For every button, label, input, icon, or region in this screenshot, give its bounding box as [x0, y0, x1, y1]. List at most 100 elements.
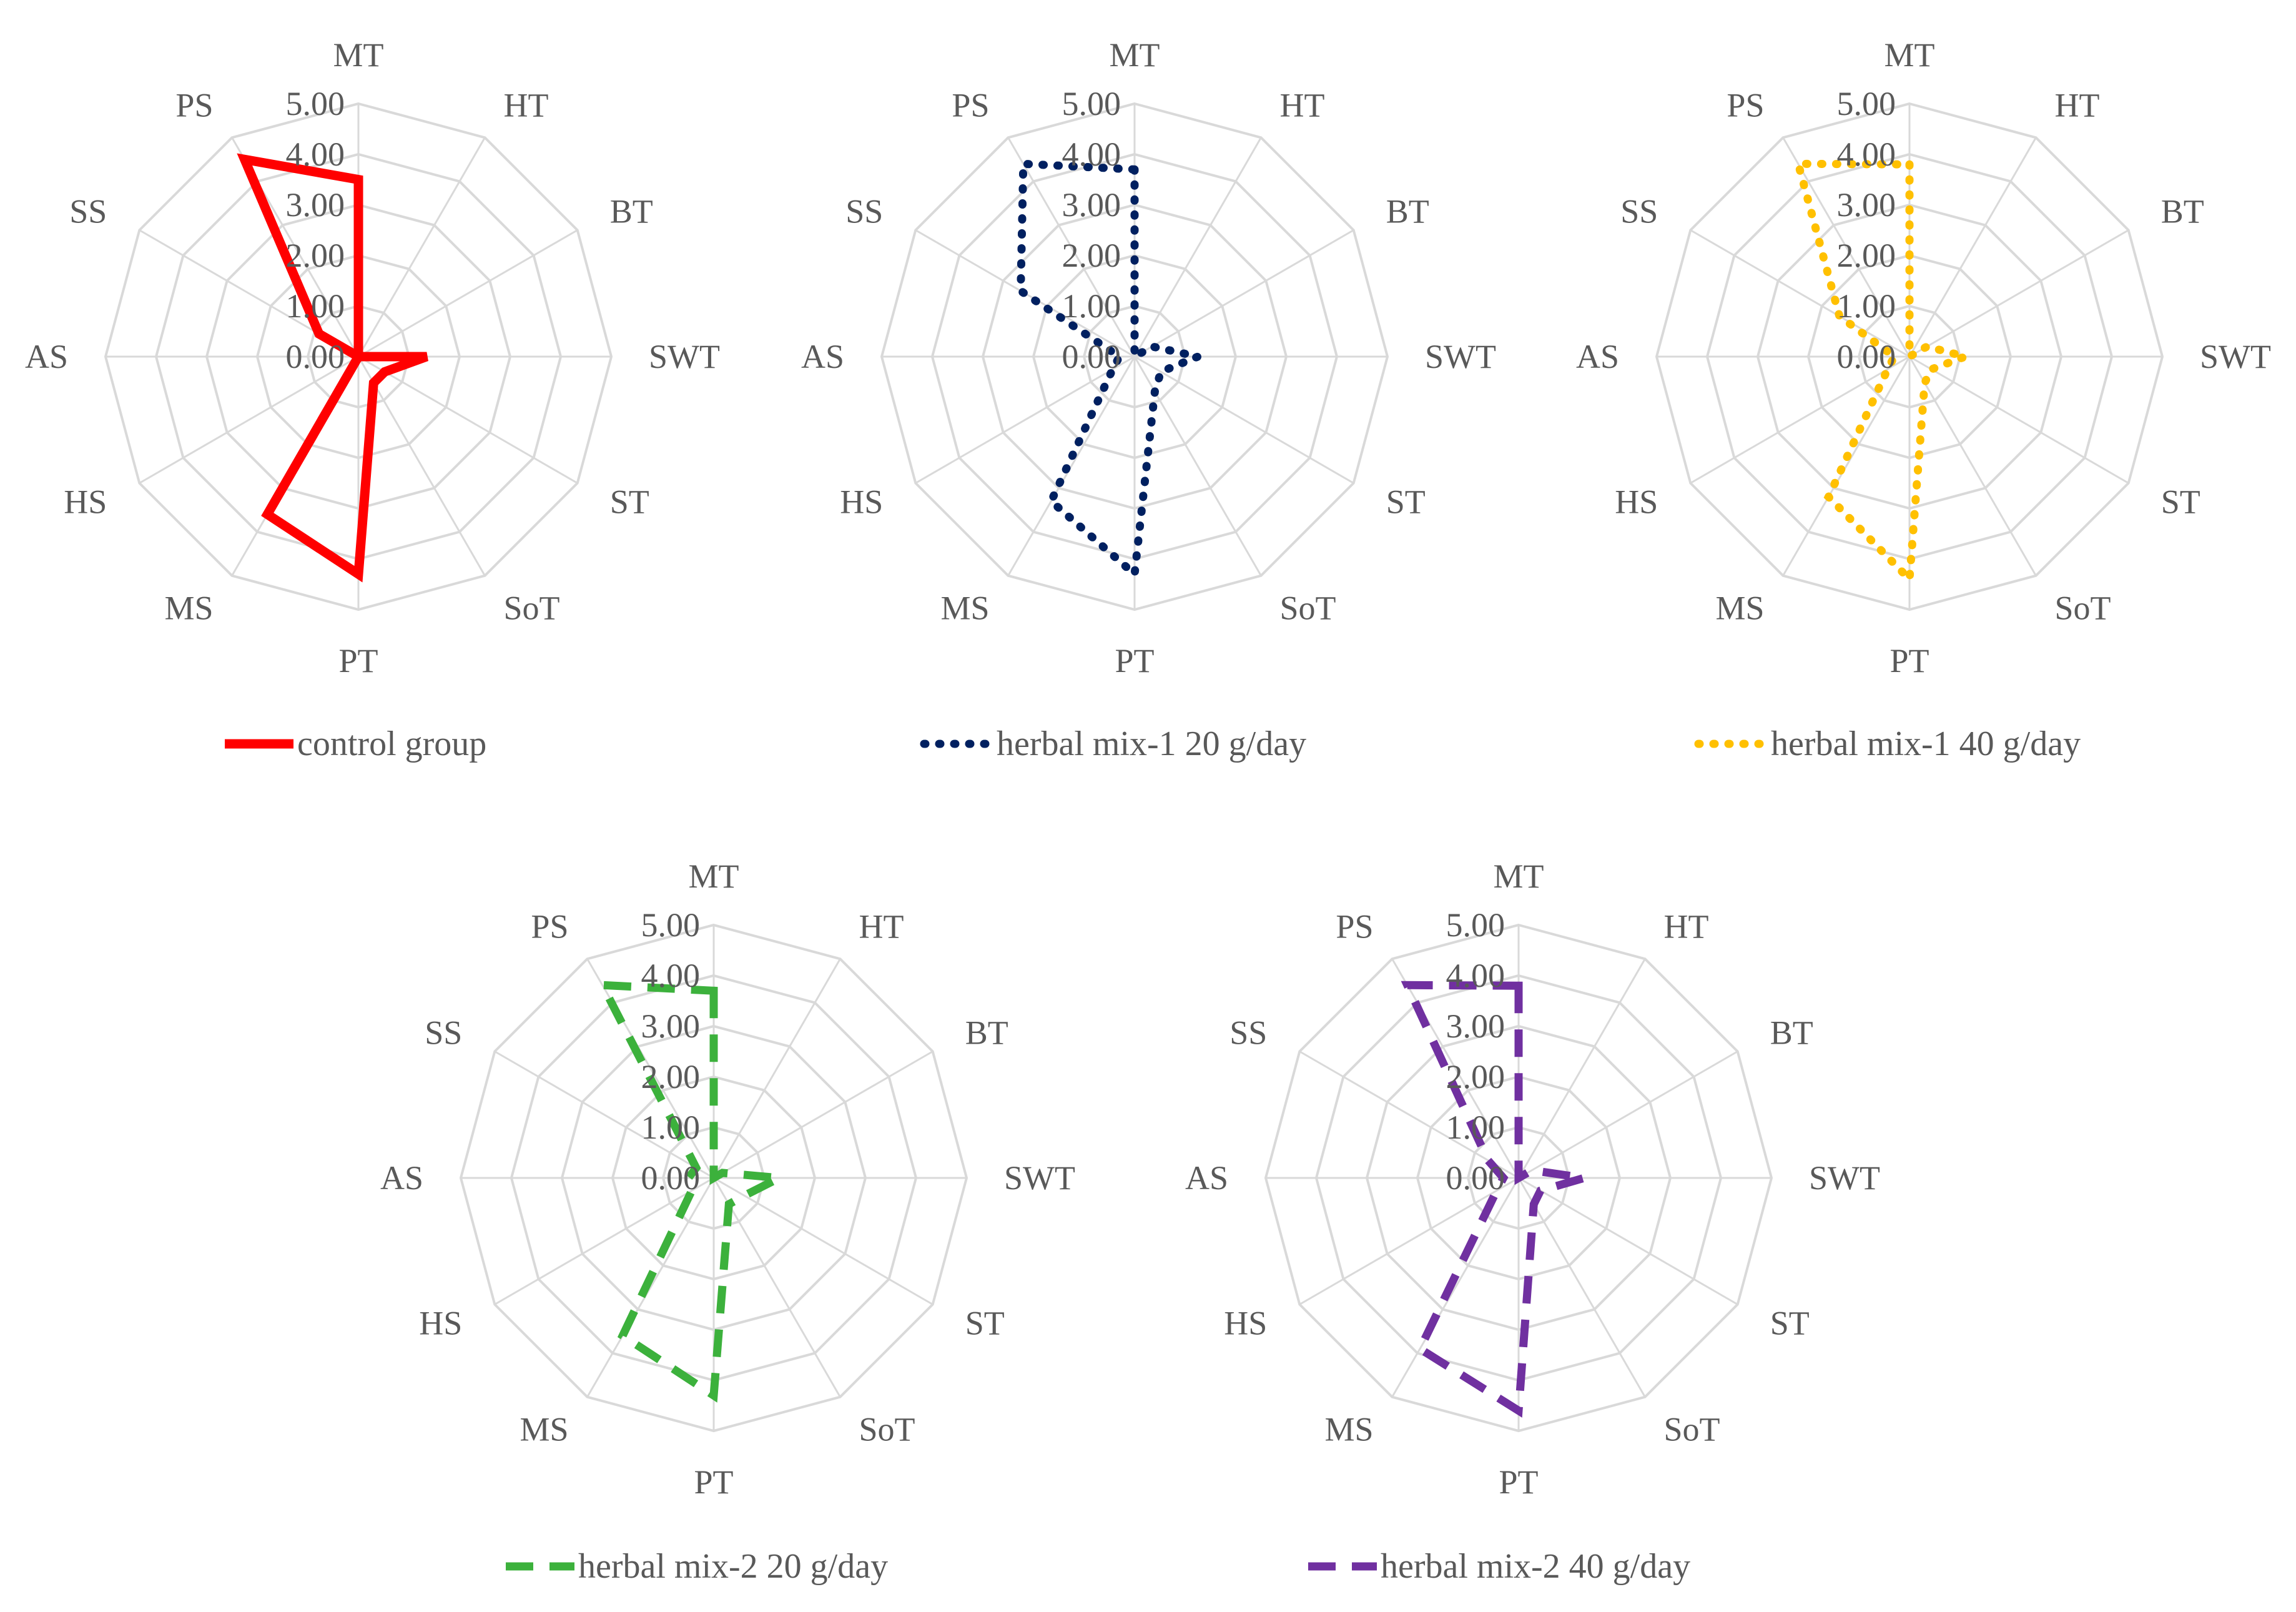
axis-label-bt: BT [1770, 1014, 1813, 1052]
axis-label-swt: SWT [649, 338, 720, 375]
spoke [357, 137, 486, 357]
radial-tick-label: 2.00 [641, 1058, 701, 1095]
axis-label-pt: PT [338, 642, 378, 680]
axis-label-hs: HS [64, 483, 107, 521]
axis-label-bt: BT [1386, 193, 1429, 230]
spoke [1908, 137, 2037, 357]
radial-tick-label: 0.00 [641, 1159, 701, 1197]
axis-label-pt: PT [694, 1463, 733, 1501]
axis-label-swt: SWT [1004, 1159, 1075, 1197]
axis-label-ms: MS [1715, 590, 1764, 627]
radar-panel-4: 0.00 1.00 2.00 3.00 4.00 5.00 MT HT BT SWT ST SoT PT… [380, 858, 1075, 1586]
legend-label: herbal mix-2 20 g/day [578, 1547, 888, 1586]
axis-label-ss: SS [69, 193, 107, 230]
legend: herbal mix-1 40 g/day [1694, 724, 2081, 763]
radial-tick-label: 4.00 [641, 957, 701, 994]
radial-tick-label: 0.00 [1837, 338, 1896, 375]
spoke [358, 229, 578, 358]
axis-label-ps: PS [952, 86, 989, 124]
axis-label-ss: SS [425, 1014, 462, 1052]
axis-label-pt: PT [1499, 1463, 1538, 1501]
axis-label-st: ST [965, 1305, 1005, 1342]
axis-label-swt: SWT [1809, 1159, 1880, 1197]
axis-label-hs: HS [1615, 483, 1658, 521]
axis-label-hs: HS [419, 1305, 462, 1342]
axis-label-ss: SS [1620, 193, 1658, 230]
axis-label-hs: HS [840, 483, 883, 521]
axis-label-swt: SWT [2200, 338, 2271, 375]
legend: herbal mix-2 40 g/day [1308, 1547, 1690, 1586]
spoke [494, 1177, 714, 1305]
axis-label-ht: HT [1280, 86, 1325, 124]
axis-label-mt: MT [1885, 36, 1935, 74]
spoke [1782, 356, 1911, 576]
radar-panel-1: 0.00 1.00 2.00 3.00 4.00 5.00 MT HT BT SWT ST SoT PT… [25, 36, 720, 763]
axis-label-bt: BT [965, 1014, 1008, 1052]
radial-tick-label: 0.00 [1446, 1159, 1505, 1197]
legend: herbal mix-1 20 g/day [920, 724, 1306, 763]
axis-label-st: ST [1770, 1305, 1810, 1342]
axis-label-ht: HT [504, 86, 549, 124]
axis-label-st: ST [2161, 483, 2200, 521]
spoke [1299, 1177, 1519, 1305]
radial-tick-label: 3.00 [641, 1007, 701, 1045]
spoke [1909, 229, 2129, 358]
axis-label-as: AS [380, 1159, 423, 1197]
axis-label-sot: SoT [1664, 1411, 1720, 1448]
axis-label-bt: BT [2161, 193, 2204, 230]
spoke [1007, 356, 1136, 576]
radial-tick-label: 5.00 [1446, 906, 1505, 944]
legend-label: herbal mix-1 40 g/day [1771, 724, 2081, 763]
spoke [1391, 958, 1520, 1179]
spoke [713, 1177, 934, 1305]
axis-label-ps: PS [1336, 907, 1373, 945]
axis-label-as: AS [25, 338, 68, 375]
radial-tick-label: 5.00 [1837, 85, 1896, 122]
axis-label-ms: MS [520, 1411, 568, 1448]
axis-label-mt: MT [1110, 36, 1160, 74]
radial-tick-label: 1.00 [286, 287, 345, 325]
radial-tick-label: 3.00 [1837, 186, 1896, 224]
spoke [915, 355, 1135, 484]
radial-tick-label: 1.00 [1837, 287, 1896, 325]
axis-label-ht: HT [2055, 86, 2100, 124]
radial-tick-label: 4.00 [1446, 957, 1505, 994]
radial-tick-label: 2.00 [286, 237, 345, 274]
axis-label-sot: SoT [1280, 590, 1336, 627]
radar-panel-3: 0.00 1.00 2.00 3.00 4.00 5.00 MT HT BT SWT ST SoT PT… [1576, 36, 2271, 763]
axis-label-mt: MT [1494, 858, 1544, 895]
axis-label-ps: PS [175, 86, 213, 124]
axis-label-ms: MS [164, 590, 213, 627]
radial-tick-label: 2.00 [1446, 1058, 1505, 1095]
radial-tick-label: 4.00 [1837, 136, 1896, 173]
axis-label-as: AS [1576, 338, 1619, 375]
legend-label: herbal mix-1 20 g/day [997, 724, 1306, 763]
axis-label-bt: BT [610, 193, 653, 230]
legend: control group [225, 724, 486, 763]
spoke [1782, 137, 1911, 357]
radial-tick-label: 3.00 [1446, 1007, 1505, 1045]
data-series-polygon [1401, 981, 1586, 1418]
axis-label-sot: SoT [859, 1411, 915, 1448]
radar-panel-2: 0.00 1.00 2.00 3.00 4.00 5.00 MT HT BT SWT ST SoT PT… [801, 36, 1496, 763]
axis-label-ss: SS [845, 193, 883, 230]
spoke [713, 1051, 934, 1179]
radial-tick-label: 2.00 [1837, 237, 1896, 274]
axis-label-st: ST [1386, 483, 1426, 521]
axis-label-sot: SoT [504, 590, 560, 627]
axis-label-ps: PS [531, 907, 568, 945]
spoke [1908, 356, 2037, 576]
axis-label-ms: MS [1324, 1411, 1373, 1448]
spoke [712, 1177, 841, 1398]
spoke [494, 1051, 714, 1179]
axis-label-hs: HS [1224, 1305, 1267, 1342]
spoke [1134, 229, 1354, 358]
axis-label-pt: PT [1115, 642, 1154, 680]
axis-label-ss: SS [1229, 1014, 1267, 1052]
spoke [1133, 137, 1262, 357]
radial-tick-label: 3.00 [1062, 186, 1121, 224]
legend-label: herbal mix-2 40 g/day [1381, 1547, 1690, 1586]
axis-label-as: AS [1185, 1159, 1228, 1197]
axis-label-st: ST [610, 483, 649, 521]
